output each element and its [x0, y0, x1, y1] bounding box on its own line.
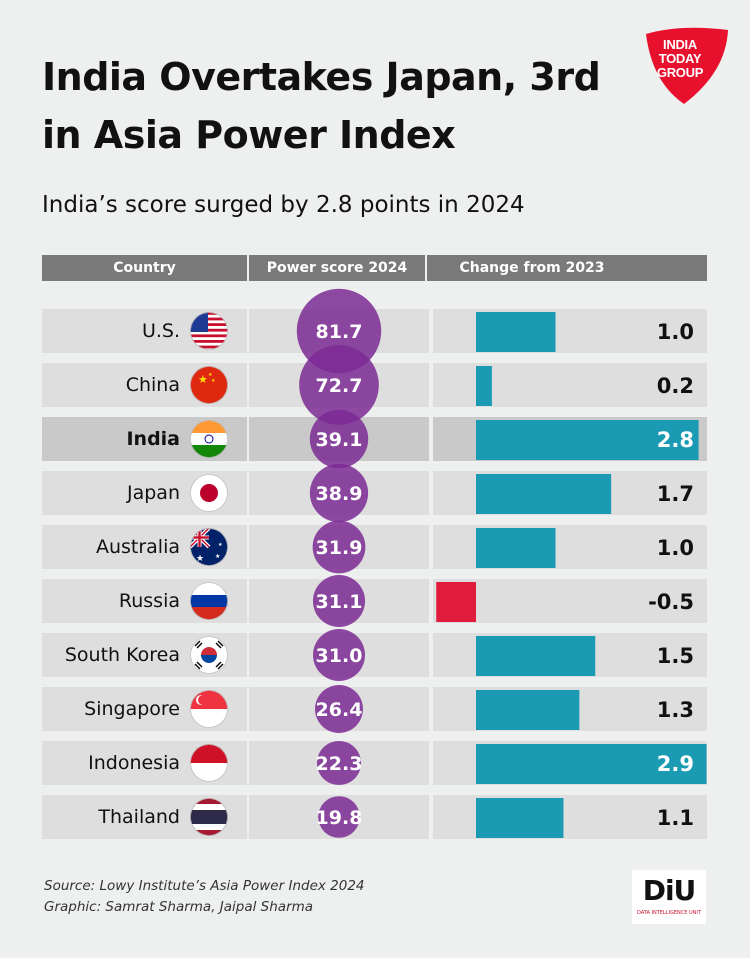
country-label: Indonesia — [88, 752, 180, 774]
country-label: South Korea — [64, 644, 180, 666]
change-label: 0.2 — [657, 374, 694, 398]
table-row-change-cell — [433, 579, 707, 623]
svg-text:★: ★ — [211, 378, 216, 384]
diu-logo-subtext: DATA INTELLIGENCE UNIT — [637, 910, 701, 916]
score-label: 22.3 — [316, 753, 363, 775]
svg-text:★: ★ — [215, 553, 220, 560]
page-subtitle: India’s score surged by 2.8 points in 20… — [42, 192, 525, 218]
change-bar — [476, 798, 564, 838]
score-bubble — [309, 409, 369, 469]
score-label: 19.8 — [316, 807, 363, 829]
change-label: 2.9 — [657, 752, 694, 776]
score-label: 26.4 — [316, 699, 363, 721]
japan-flag-icon — [190, 474, 228, 512]
change-label: 1.0 — [657, 536, 694, 560]
change-bar — [476, 690, 580, 730]
change-label: 1.0 — [657, 320, 694, 344]
source-text: Source: Lowy Institute’s Asia Power Inde… — [44, 878, 365, 894]
india-today-group-logo: INDIA TODAY GROUP — [640, 26, 732, 106]
country-label: U.S. — [141, 320, 180, 342]
header-change: Change from 2023 — [459, 260, 605, 276]
country-label: India — [126, 428, 180, 450]
score-bubble — [316, 740, 362, 786]
change-label: -0.5 — [648, 590, 694, 614]
logo-shield-icon — [646, 27, 728, 104]
score-bubble — [312, 520, 366, 574]
thailand-flag-icon — [190, 798, 228, 836]
logo-line-3: GROUP — [656, 65, 704, 80]
russia-flag-icon — [190, 582, 228, 620]
singapore-flag-icon — [190, 690, 228, 728]
score-label: 72.7 — [316, 375, 363, 397]
country-label: Australia — [95, 536, 180, 558]
country-label: Singapore — [84, 698, 180, 720]
svg-text:★: ★ — [218, 542, 223, 548]
score-label: 31.9 — [316, 537, 363, 559]
svg-text:★: ★ — [198, 373, 208, 386]
change-bar — [476, 528, 556, 568]
country-label: Russia — [118, 590, 180, 612]
score-bubble — [309, 463, 369, 523]
us-flag-icon — [190, 312, 228, 350]
header-country: Country — [113, 260, 176, 276]
source-note: Source: Lowy Institute’s Asia Power Inde… — [44, 876, 365, 918]
score-bubble — [299, 345, 379, 425]
page-title: India Overtakes Japan, 3rd in Asia Power… — [42, 55, 601, 157]
score-bubble — [312, 574, 366, 628]
country-label: Thailand — [98, 806, 180, 828]
logo-text: INDIA TODAY GROUP — [640, 38, 720, 80]
china-flag-icon: ★ ★ ★ — [190, 366, 228, 404]
change-label: 2.8 — [657, 428, 694, 452]
credit-text: Graphic: Samrat Sharma, Jaipal Sharma — [44, 899, 314, 915]
header-score: Power score 2024 — [247, 255, 427, 281]
change-label: 1.3 — [657, 698, 694, 722]
score-label: 31.1 — [316, 591, 363, 613]
country-label: China — [125, 374, 180, 396]
change-bar — [476, 366, 492, 406]
score-bubble — [315, 685, 363, 733]
change-label: 1.5 — [657, 644, 694, 668]
change-label: 1.1 — [657, 806, 694, 830]
change-bar — [476, 744, 707, 784]
logo-line-2: TODAY — [658, 51, 702, 66]
india-flag-icon — [190, 420, 228, 458]
change-bar — [476, 312, 556, 352]
country-label: Japan — [127, 482, 180, 504]
score-label: 39.1 — [316, 429, 363, 451]
table-header: Country Power score 2024 Change from 202… — [42, 255, 707, 281]
score-label: 31.0 — [316, 645, 363, 667]
svg-text:★: ★ — [208, 372, 213, 378]
change-bar — [476, 474, 612, 514]
score-bubble — [312, 628, 366, 682]
change-bar — [476, 636, 596, 676]
south-korea-flag-icon — [190, 636, 228, 674]
score-label: 38.9 — [316, 483, 363, 505]
score-bubble — [318, 796, 360, 838]
logo-line-1: INDIA — [663, 37, 697, 52]
score-label: 81.7 — [316, 321, 363, 343]
change-bar — [436, 582, 476, 622]
indonesia-flag-icon — [190, 744, 228, 782]
change-label: 1.7 — [657, 482, 694, 506]
diu-logo-text: DiU — [642, 874, 697, 907]
change-bar — [476, 420, 699, 460]
diu-logo: DiU DATA INTELLIGENCE UNIT — [632, 870, 706, 924]
svg-text:★: ★ — [196, 554, 204, 564]
